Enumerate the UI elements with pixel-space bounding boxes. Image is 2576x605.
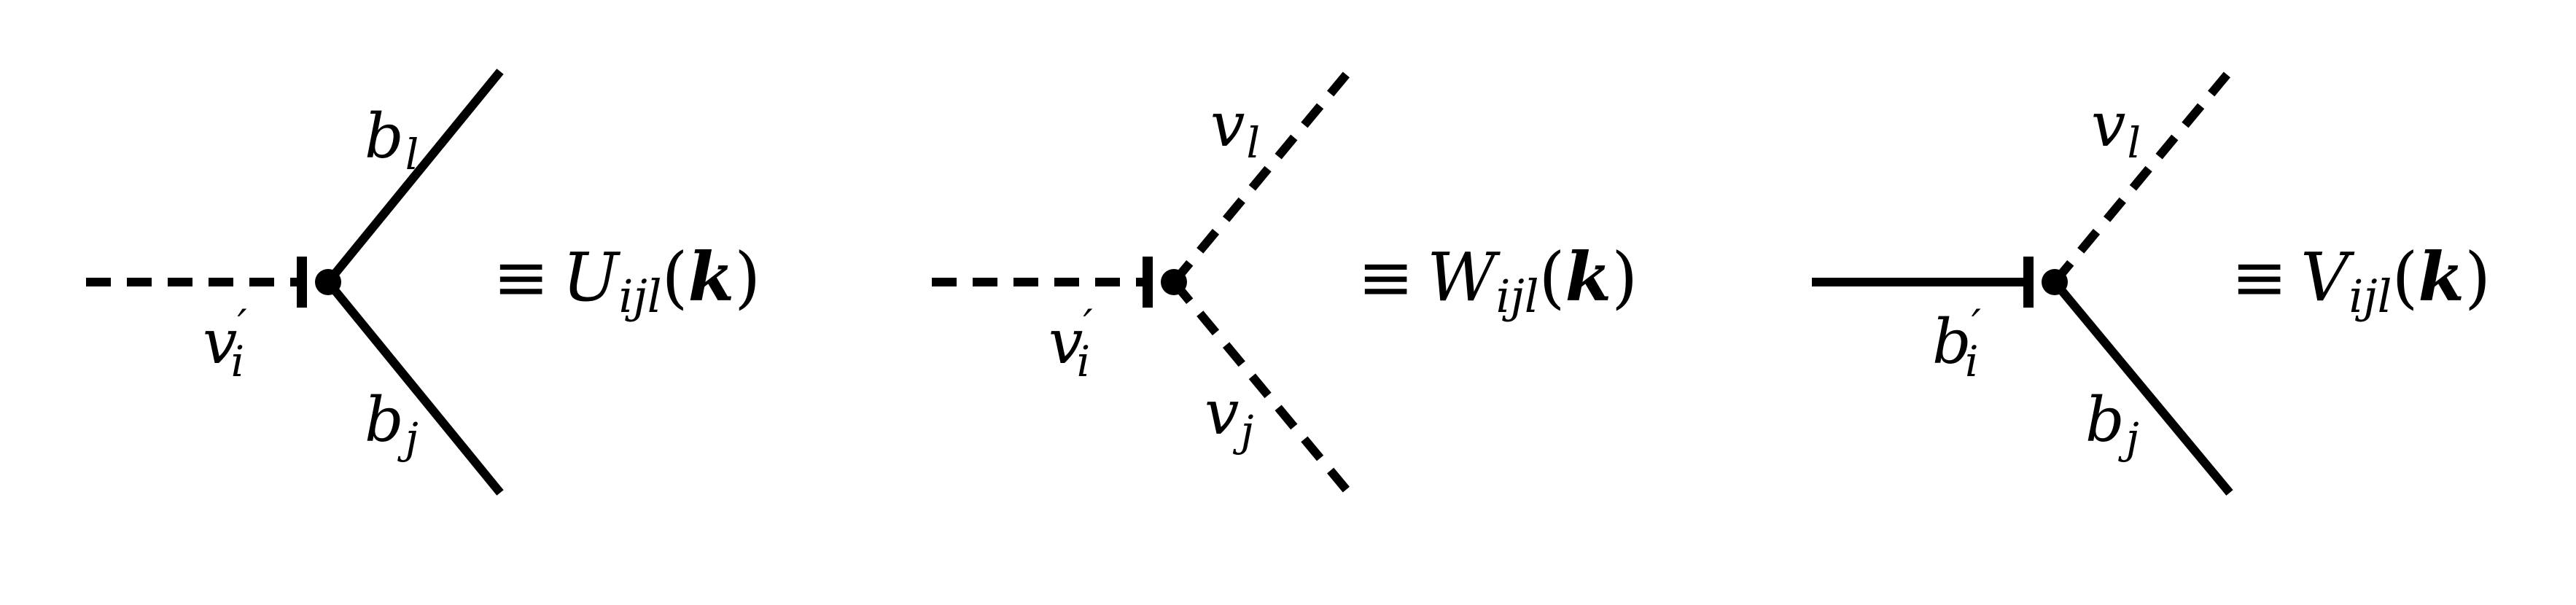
label-upper: bl	[365, 101, 419, 179]
label-incoming: v′ i	[1048, 300, 1093, 386]
equation-w: ≡ Wijl(k)	[1358, 238, 1638, 323]
label-lower: vj	[1205, 377, 1253, 456]
lower-line-b-j	[2051, 279, 2233, 496]
label-upper: vl	[1210, 89, 1260, 168]
label-incoming: v′ i	[203, 300, 247, 386]
upper-line-v-l	[1170, 69, 1353, 285]
equation-u: ≡ Uijl(k)	[493, 238, 760, 323]
vertex-diagram-u: bl v′ i bj ≡ Uijl(k)	[86, 69, 760, 496]
vertex-diagram-w: vl v′ i vj ≡ Wijl(k)	[932, 69, 1638, 496]
label-lower: bj	[365, 384, 419, 463]
equation-v: ≡ Vijl(k)	[2231, 238, 2491, 323]
lower-line-v-j	[1170, 279, 1353, 496]
vertex-diagram-v: vl b′ i bj ≡ Vijl(k)	[1812, 69, 2491, 496]
upper-line-v-l	[2051, 69, 2233, 285]
label-incoming: b′ i	[1932, 300, 1981, 386]
label-lower: bj	[2085, 384, 2139, 463]
label-upper: vl	[2091, 89, 2141, 168]
upper-line-b-l	[324, 69, 504, 285]
lower-line-b-j	[324, 279, 504, 496]
